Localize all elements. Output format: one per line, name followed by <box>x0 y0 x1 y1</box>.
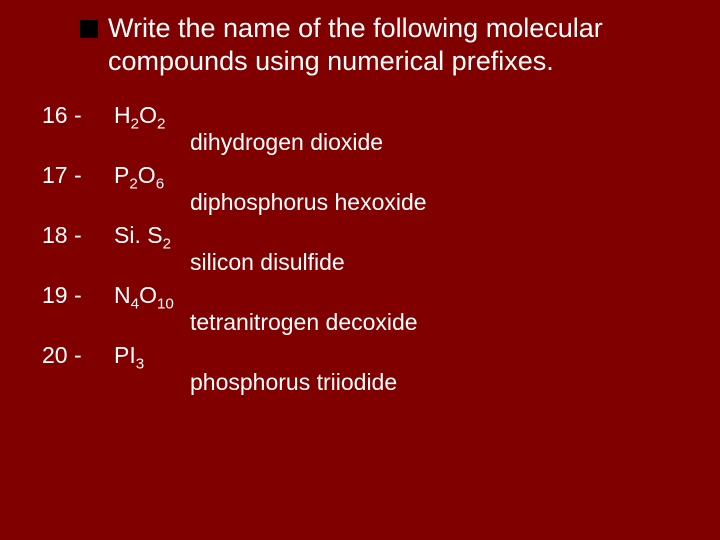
sub2: 2 <box>157 115 165 132</box>
item-number: 17 - <box>42 162 114 189</box>
elem1: P <box>114 162 129 188</box>
elem2: O <box>139 282 157 308</box>
compound-name: phosphorus triiodide <box>190 369 688 396</box>
chemical-formula: Si. S2 <box>114 222 171 249</box>
elem1: Si. S <box>114 222 163 248</box>
title-block: Write the name of the following molecula… <box>80 12 688 78</box>
list-item: 20 - PI3 <box>42 342 688 369</box>
compound-name: silicon disulfide <box>190 249 688 276</box>
elem1: H <box>114 102 131 128</box>
list-item: 17 - P2O6 <box>42 162 688 189</box>
item-number: 16 - <box>42 102 114 129</box>
title-text: Write the name of the following molecula… <box>108 12 688 78</box>
chemical-formula: PI3 <box>114 342 144 369</box>
item-number: 18 - <box>42 222 114 249</box>
sub1: 2 <box>129 175 137 192</box>
compound-name: dihydrogen dioxide <box>190 129 688 156</box>
elem2: O <box>138 162 156 188</box>
sub2: 2 <box>163 235 171 252</box>
compound-name: diphosphorus hexoxide <box>190 189 688 216</box>
list-item: 16 - H2O2 <box>42 102 688 129</box>
elem1: PI <box>114 342 136 368</box>
sub1: 2 <box>131 115 139 132</box>
chemical-formula: N4O10 <box>114 282 174 309</box>
sub1: 4 <box>131 295 139 312</box>
chemical-formula: H2O2 <box>114 102 165 129</box>
list-item: 19 - N4O10 <box>42 282 688 309</box>
compound-name: tetranitrogen decoxide <box>190 309 688 336</box>
compound-list: 16 - H2O2 dihydrogen dioxide 17 - P2O6 d… <box>42 102 688 396</box>
sub2: 6 <box>156 175 164 192</box>
elem2: O <box>139 102 157 128</box>
list-item: 18 - Si. S2 <box>42 222 688 249</box>
bullet-square <box>80 20 98 38</box>
item-number: 20 - <box>42 342 114 369</box>
sub2: 10 <box>157 295 174 312</box>
slide: Write the name of the following molecula… <box>0 0 720 540</box>
sub2: 3 <box>136 355 144 372</box>
chemical-formula: P2O6 <box>114 162 164 189</box>
item-number: 19 - <box>42 282 114 309</box>
elem1: N <box>114 282 131 308</box>
